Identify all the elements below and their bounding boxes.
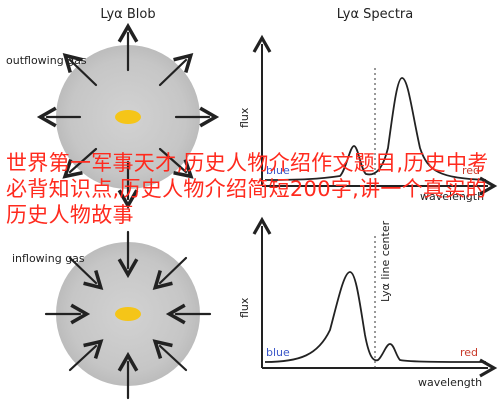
blob-title: Lyα Blob (100, 7, 155, 22)
wavelength-label-top: wavelength (420, 190, 484, 203)
outflow-arrows (36, 22, 220, 210)
outflow-spectrum-panel: flux blue red wavelength (238, 34, 498, 203)
blue-label-bottom: blue (266, 346, 290, 359)
inflow-core (115, 307, 141, 321)
red-label-bottom: red (460, 346, 478, 359)
outflow-blob-panel: outflowing gas (6, 22, 220, 210)
spectra-title: Lyα Spectra (337, 7, 414, 22)
inflow-label: inflowing gas (12, 252, 85, 265)
line-center-label: Lyα line center (379, 220, 392, 302)
inflow-spectrum-panel: flux Lyα line center blue red wavelength (238, 216, 498, 389)
wavelength-label-bottom: wavelength (418, 376, 482, 389)
inflow-blob-panel: inflowing gas (12, 230, 212, 400)
inflow-arrows (44, 230, 212, 400)
red-label-top: red (462, 164, 480, 177)
blue-label-top: blue (266, 164, 290, 177)
inflow-spectrum-curve (264, 271, 487, 363)
outflow-label: outflowing gas (6, 54, 87, 67)
overlay-watermark-text: 世界第一军事天才,历史人物介绍作文题目,历史中考必背知识点,历史人物介绍简短20… (6, 151, 489, 227)
flux-label-top: flux (238, 107, 251, 128)
outflow-spectrum-curve (264, 77, 487, 181)
outflow-core (115, 110, 141, 124)
flux-label-bottom: flux (238, 297, 251, 318)
